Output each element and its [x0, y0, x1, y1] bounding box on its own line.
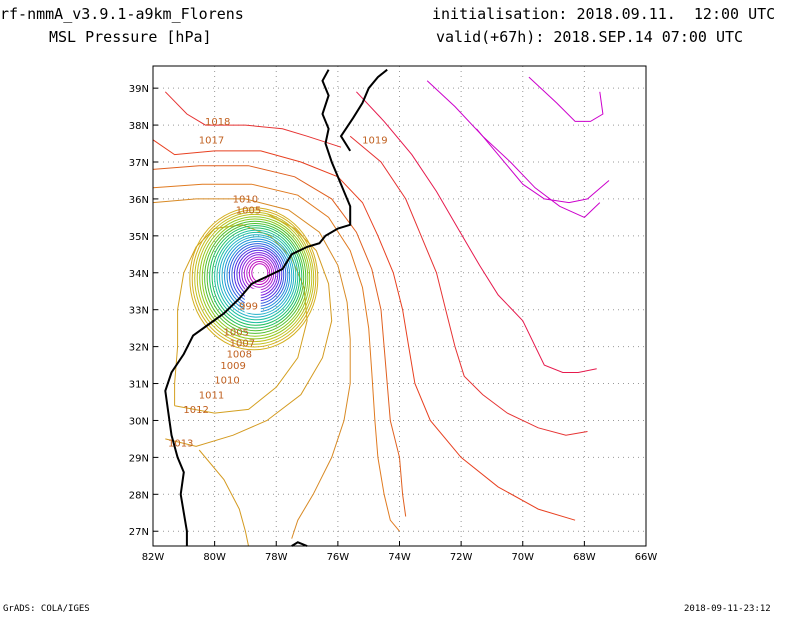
isobar-ring [189, 207, 319, 351]
coastline-delmarva [339, 68, 388, 152]
isobar-ring [196, 213, 313, 343]
isobar-line [152, 139, 576, 521]
isobar-ring [216, 231, 297, 321]
x-tick-label: 66W [635, 552, 658, 563]
isobar-line [349, 135, 588, 436]
contour-label: 1010 [233, 195, 258, 206]
isobar-ring [191, 209, 317, 348]
contour-label: 999 [239, 302, 258, 313]
isobar-ring [206, 223, 305, 332]
isobar-ring [251, 263, 269, 283]
y-tick-label: 28N [129, 490, 149, 501]
isobar-ring [221, 236, 293, 315]
x-tick-label: 70W [511, 552, 534, 563]
isobar-ring [199, 216, 311, 340]
contour-label: 1005 [223, 328, 248, 339]
isobar-ring [209, 225, 303, 329]
contour-label: 1018 [205, 117, 230, 128]
contour-label: 1005 [236, 206, 261, 217]
isobar-ring [248, 261, 271, 285]
isobar-line [152, 183, 400, 532]
contour-label: 1011 [199, 390, 224, 401]
init-time: initialisation: 2018.09.11. 12:00 UTC [432, 5, 776, 23]
contour-label: 1010 [214, 376, 239, 387]
y-tick-label: 34N [129, 269, 149, 280]
contour-label: 1009 [220, 361, 245, 372]
isobar-line [426, 80, 601, 218]
isobar-line [152, 198, 351, 539]
model-title: rf-nmmA_v3.9.1-a9km_Florens [0, 5, 244, 23]
x-tick-label: 78W [265, 552, 288, 563]
grads-credit: GrADS: COLA/IGES [3, 604, 90, 614]
y-tick-label: 36N [129, 195, 149, 206]
coastline [164, 69, 352, 546]
isobar-ring [214, 229, 299, 324]
y-tick-label: 33N [129, 306, 149, 317]
isobar-line [476, 128, 610, 204]
y-tick-label: 38N [129, 121, 149, 132]
y-tick-label: 27N [129, 527, 149, 538]
contour-label: 1013 [168, 438, 193, 449]
isobar-line [164, 91, 342, 148]
field-title: MSL Pressure [hPa] [49, 28, 212, 46]
x-tick-label: 72W [450, 552, 473, 563]
y-tick-label: 39N [129, 84, 149, 95]
isobar-line [528, 76, 604, 122]
contour-label: 1008 [227, 350, 252, 361]
isobar-line [152, 165, 407, 517]
x-tick-label: 82W [142, 552, 165, 563]
x-tick-label: 68W [573, 552, 596, 563]
x-tick-label: 80W [203, 552, 226, 563]
contour-label: 1012 [183, 405, 208, 416]
y-tick-label: 29N [129, 453, 149, 464]
coastline-bahamas [291, 541, 308, 547]
isobar-line [356, 91, 597, 373]
x-tick-label: 74W [388, 552, 411, 563]
contour-label: 1017 [199, 136, 224, 147]
y-tick-label: 32N [129, 343, 149, 354]
y-tick-label: 37N [129, 158, 149, 169]
isobar-ring [201, 218, 309, 337]
contour-label: 1007 [230, 339, 255, 350]
isobar-ring [219, 234, 295, 318]
y-tick-label: 30N [129, 416, 149, 427]
eye-mask [244, 288, 261, 313]
isobar-line [198, 449, 249, 547]
isobar-ring [211, 227, 301, 326]
isobar-ring [194, 211, 315, 345]
x-tick-label: 76W [327, 552, 350, 563]
isobar-line [174, 224, 308, 414]
isobar-ring [204, 220, 307, 334]
y-tick-label: 31N [129, 380, 149, 391]
plot-timestamp: 2018-09-11-23:12 [684, 604, 771, 614]
contour-label: 1019 [362, 136, 387, 147]
valid-time: valid(+67h): 2018.SEP.14 07:00 UTC [436, 28, 744, 46]
y-tick-label: 35N [129, 232, 149, 243]
